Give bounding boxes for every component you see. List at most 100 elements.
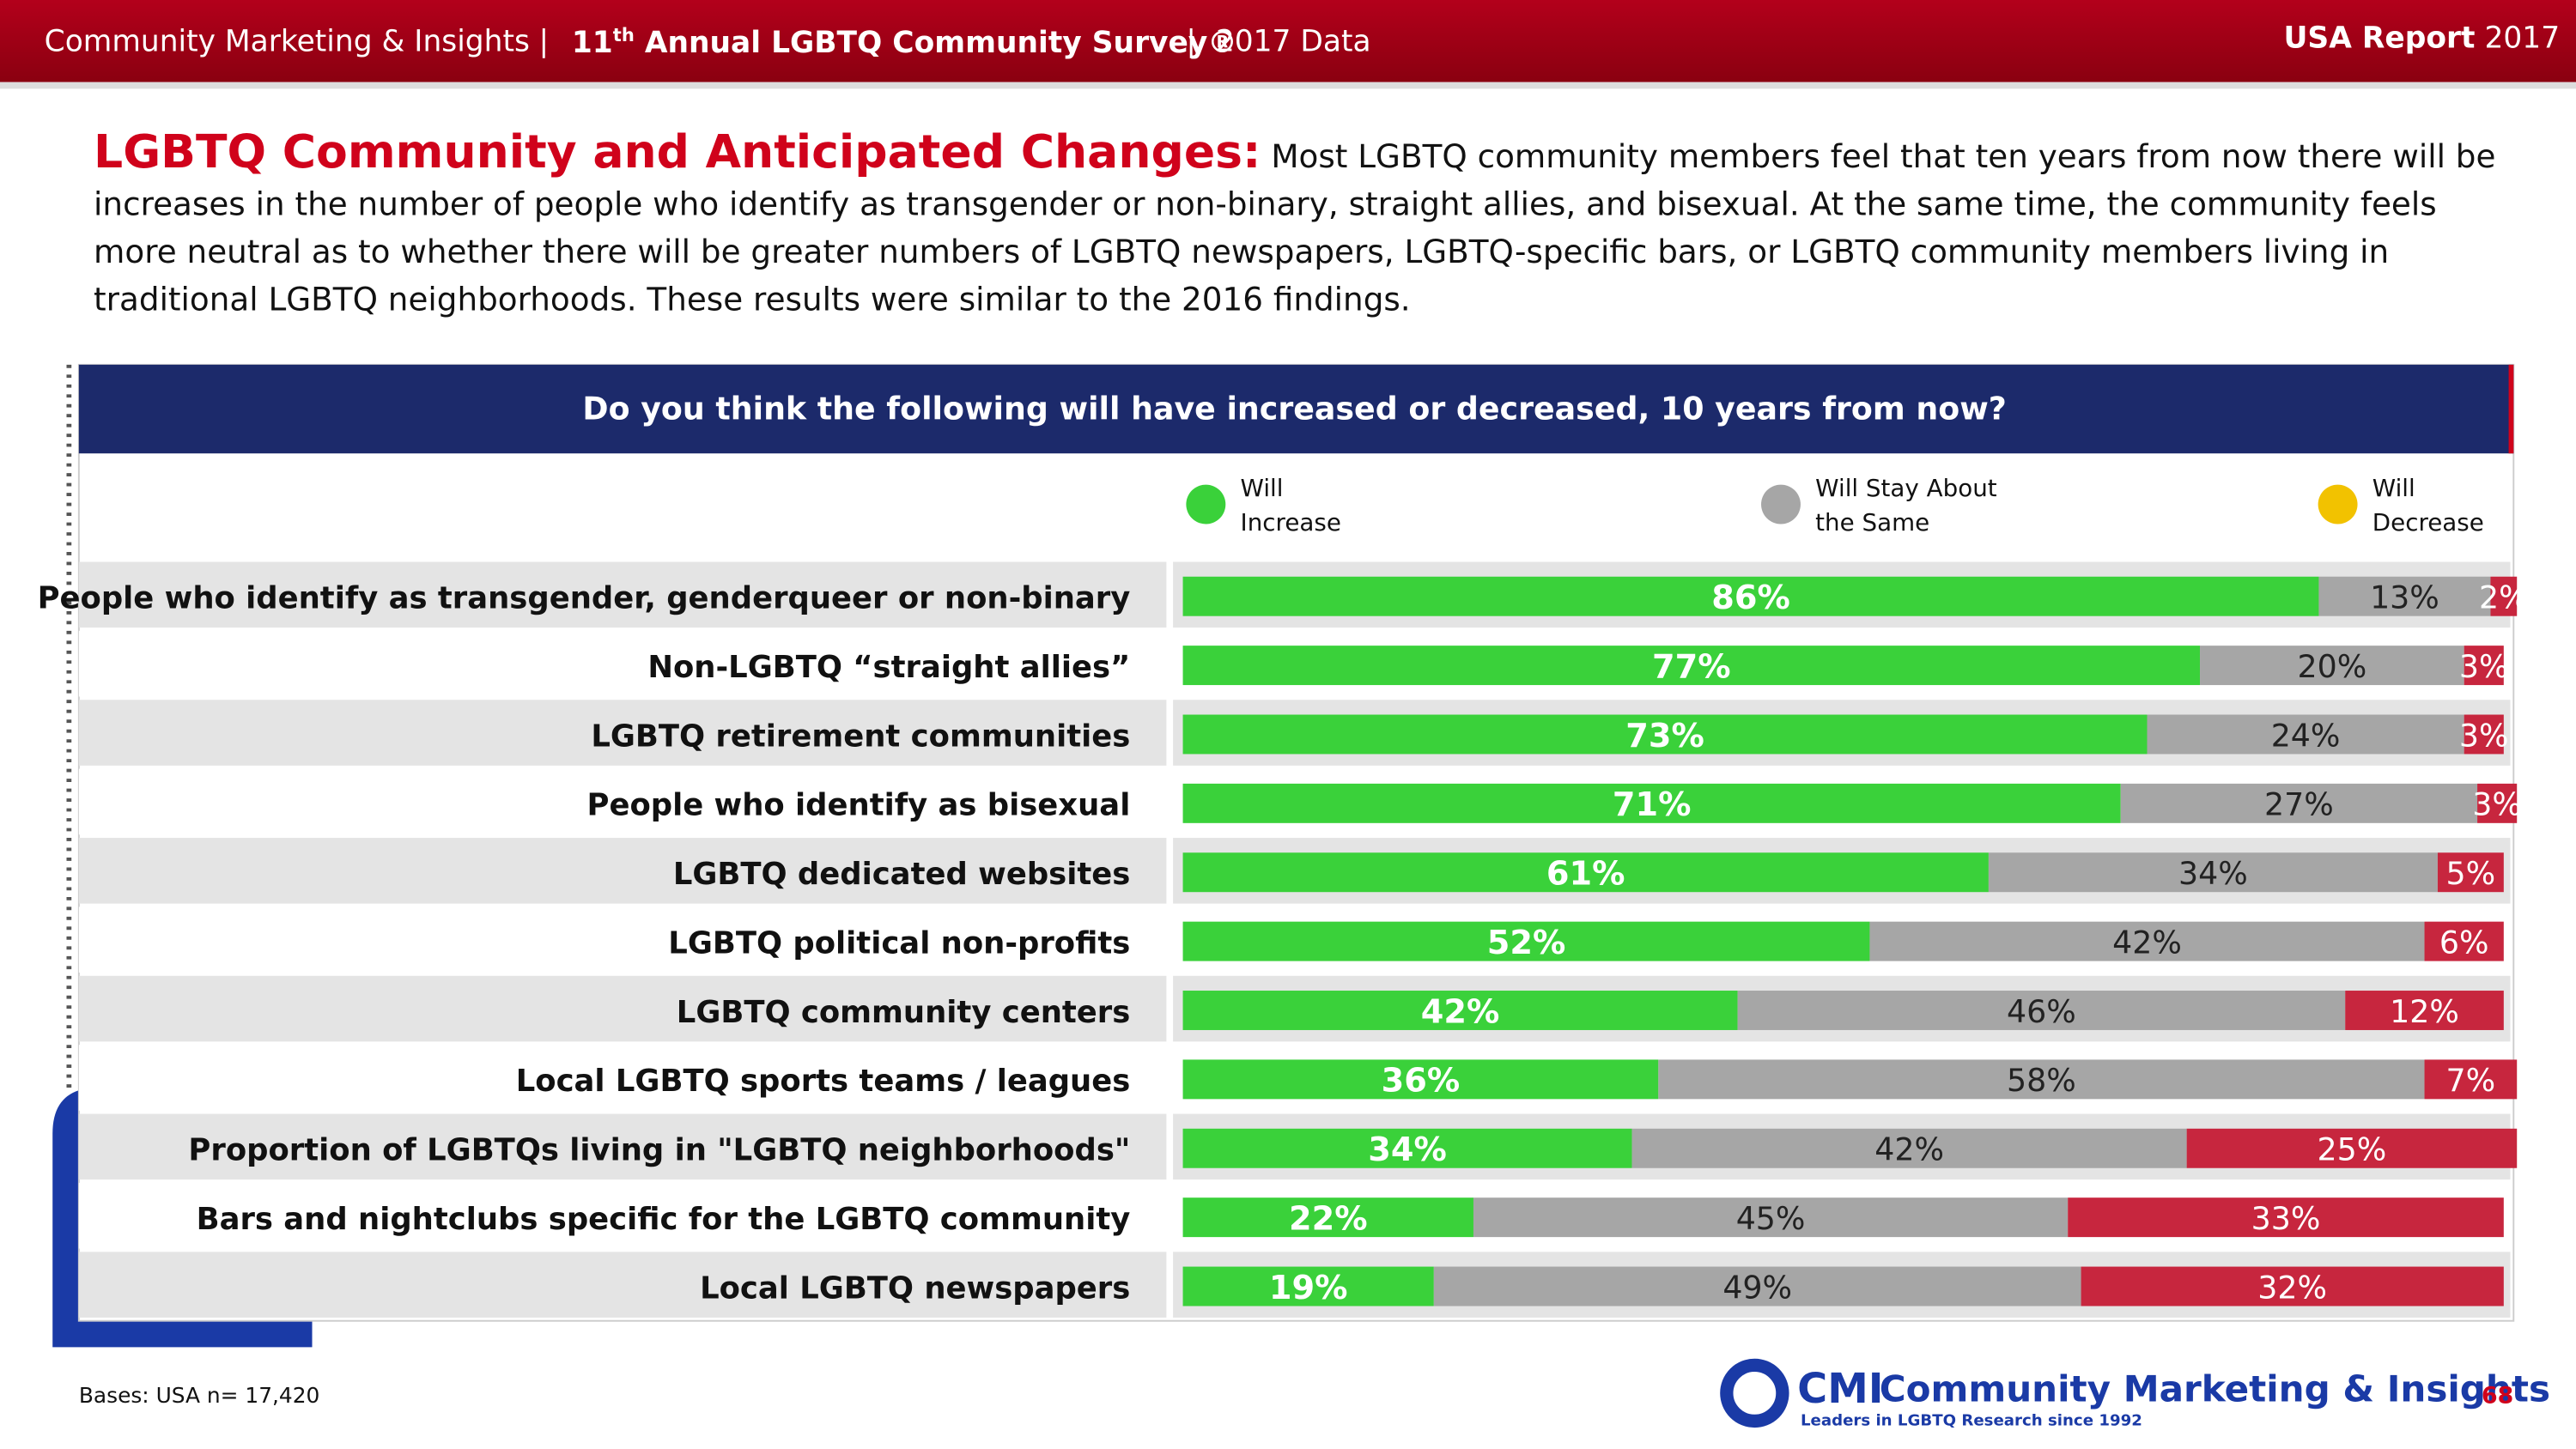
bar-segment <box>1631 1128 2187 1168</box>
value-label: 12% <box>2390 993 2459 1030</box>
category-label: People who identify as transgender, gend… <box>38 581 1131 616</box>
category-label: Proportion of LGBTQs living in "LGBTQ ne… <box>188 1133 1130 1168</box>
bar-segment <box>1988 852 2438 893</box>
intro-heading: LGBTQ Community and Anticipated Changes: <box>94 124 1261 179</box>
survey-number: 11 <box>571 26 613 61</box>
category-label: Local LGBTQ newspapers <box>700 1270 1130 1306</box>
value-label: 20% <box>2297 648 2366 685</box>
value-label: 3% <box>2459 648 2509 685</box>
bar-segment <box>2464 714 2504 755</box>
bar-segment <box>1658 1059 2425 1100</box>
intro: LGBTQ Community and Anticipated Changes:… <box>94 128 2509 324</box>
bar-segment <box>2186 1128 2518 1168</box>
bar-segment <box>1182 1266 1434 1307</box>
value-label: 58% <box>2007 1062 2076 1099</box>
value-label: 77% <box>1652 647 1731 686</box>
header-sep: | <box>538 24 550 59</box>
bar-segment <box>1182 783 2121 823</box>
question-accent <box>2508 364 2514 454</box>
category-label: People who identify as bisexual <box>587 788 1131 823</box>
survey-suffix: th <box>612 24 635 46</box>
header-shadow <box>0 82 2576 89</box>
value-label: 22% <box>1289 1199 1368 1238</box>
value-label: 7% <box>2446 1062 2496 1099</box>
report-year: 2017 <box>2484 21 2561 57</box>
row-label-bg <box>78 1045 1167 1111</box>
row-label-bg <box>78 838 1167 904</box>
category-label: Non-LGBTQ “straight allies” <box>647 650 1130 685</box>
bar-segment <box>2345 991 2504 1030</box>
value-label: 25% <box>2318 1131 2387 1168</box>
row-label-bg <box>78 906 1167 973</box>
value-label: 24% <box>2271 717 2341 754</box>
header-year: 2017 Data <box>1215 24 1371 59</box>
bar-segment <box>2200 646 2464 686</box>
report: USA Report <box>2283 21 2476 57</box>
header-report: USA Report 2017 <box>2283 21 2560 56</box>
value-label: 13% <box>2370 579 2439 616</box>
row-label-bg <box>78 630 1167 697</box>
category-label: LGBTQ retirement communities <box>591 718 1130 754</box>
legend-marker <box>1761 484 1801 524</box>
bar-segment <box>1737 991 2346 1030</box>
value-label: 33% <box>2251 1200 2321 1237</box>
chart-title: Do you think the following will have inc… <box>582 390 2006 427</box>
intro-text: Most LGBTQ community members feel that t… <box>94 137 2496 319</box>
value-label: 32% <box>2257 1269 2327 1306</box>
value-label: 42% <box>1421 992 1500 1031</box>
value-label: 42% <box>1874 1131 1944 1168</box>
bar-segment <box>1473 1197 2069 1238</box>
header-survey: 11th Annual LGBTQ Community Survey® <box>572 25 1237 61</box>
value-label: 61% <box>1546 855 1625 894</box>
value-label: 34% <box>1368 1131 1447 1169</box>
row-label-bg <box>78 1113 1167 1180</box>
bar-segment <box>1433 1266 2081 1307</box>
bar-segment <box>1182 852 1989 893</box>
value-label: 3% <box>2472 786 2522 823</box>
bar-segment <box>1182 991 1738 1030</box>
header-company: Community Marketing & Insights <box>44 24 530 59</box>
value-label: 5% <box>2446 855 2496 892</box>
bar-segment <box>2081 1266 2504 1307</box>
category-label: LGBTQ political non-profits <box>668 925 1130 961</box>
bar-segment <box>1182 1128 1632 1168</box>
row-label-bg <box>78 700 1167 766</box>
value-label: 73% <box>1625 717 1704 755</box>
legend-label: Will Stay About the Same <box>1815 476 1997 537</box>
bar-segment <box>1182 921 1870 961</box>
value-label: 86% <box>1711 579 1790 617</box>
value-label: 46% <box>2007 993 2076 1030</box>
value-label: 19% <box>1269 1269 1348 1307</box>
bar-segment <box>2424 1059 2518 1100</box>
value-label: 71% <box>1613 785 1692 824</box>
bar-segment <box>2477 783 2518 823</box>
question-bar <box>78 364 2514 454</box>
bar-segment <box>2437 852 2504 893</box>
logo: CMI <box>1797 1366 1883 1413</box>
header-sep: | <box>1186 24 1197 59</box>
bar-segment <box>2318 576 2491 616</box>
row-label-bg <box>78 975 1167 1042</box>
value-label: 36% <box>1382 1062 1461 1100</box>
category-label: LGBTQ dedicated websites <box>673 857 1131 892</box>
footer-tagline: Leaders in LGBTQ Research since 1992 <box>1801 1411 2142 1429</box>
value-label: 45% <box>1736 1200 1806 1237</box>
value-label: 27% <box>2264 786 2334 823</box>
bar-segment <box>1182 714 2148 755</box>
bar-segment <box>2147 714 2464 755</box>
footer-company: Community Marketing & Insights <box>1880 1368 2550 1410</box>
row-label-bg <box>78 768 1167 835</box>
survey-name: Annual LGBTQ Community Survey® <box>644 26 1237 61</box>
bar-segment <box>1182 576 2319 616</box>
row-label-bg <box>78 1182 1167 1249</box>
value-label: 6% <box>2439 924 2489 961</box>
header-bar <box>0 0 2576 82</box>
row-label-bg <box>78 561 1167 628</box>
bar-segment <box>1182 1059 1659 1100</box>
legend-marker <box>1186 484 1226 524</box>
value-label: 3% <box>2459 717 2509 754</box>
value-label: 42% <box>2112 924 2182 961</box>
category-label: Local LGBTQ sports teams / leagues <box>516 1064 1131 1099</box>
